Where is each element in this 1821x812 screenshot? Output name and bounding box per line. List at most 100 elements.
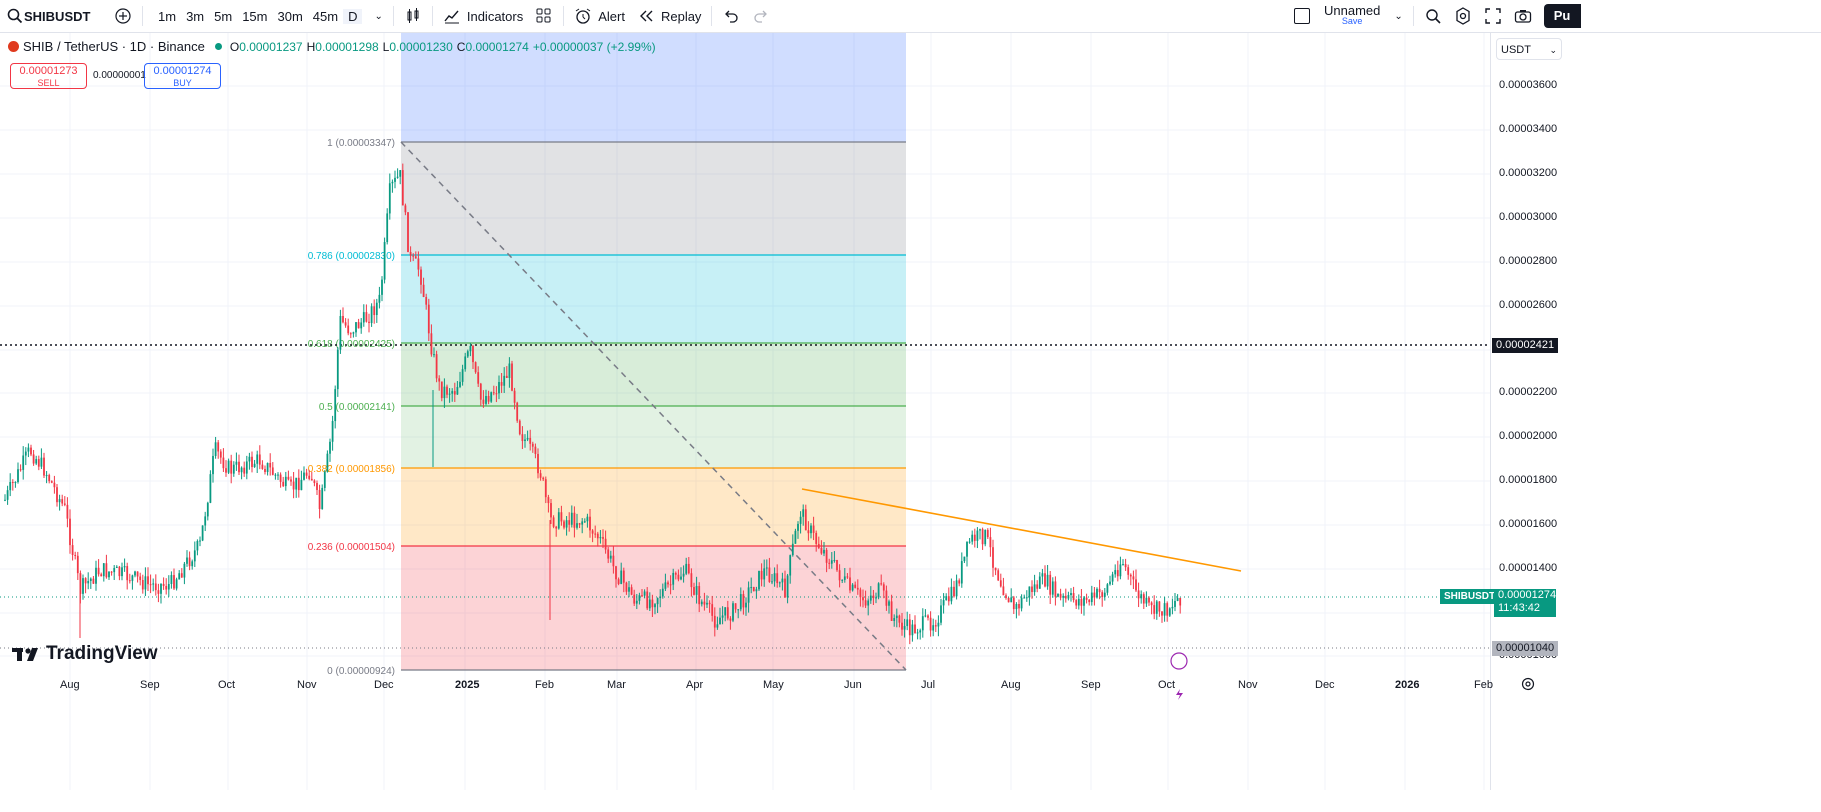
fib-zone [401, 255, 906, 343]
interval-5m[interactable]: 5m [214, 8, 233, 24]
candle-body [1012, 597, 1015, 610]
candle-body [765, 567, 768, 569]
candle-body [526, 437, 529, 440]
candle-body [269, 462, 272, 468]
candle-body [1083, 597, 1085, 606]
divider [563, 6, 565, 26]
candle-body [498, 382, 500, 394]
candle-body [1046, 574, 1049, 587]
replay-button[interactable]: Replay [631, 0, 707, 32]
candle-body [404, 205, 407, 213]
price-label: 0.00001800 [1499, 474, 1558, 486]
candle-body [760, 570, 763, 580]
interval-1m[interactable]: 1m [158, 8, 177, 24]
scale-settings-button[interactable] [1520, 676, 1536, 697]
candle-body [217, 442, 220, 452]
candle-body [183, 563, 186, 578]
candle-body [906, 619, 909, 627]
candle-body [214, 442, 217, 456]
camera-icon [1514, 10, 1531, 23]
candle-body [708, 602, 711, 605]
candle-body [1153, 605, 1156, 614]
candle-body [1101, 592, 1104, 597]
candle-body [336, 349, 339, 390]
time-label: Nov [297, 679, 317, 691]
legend-title[interactable]: SHIB / TetherUS · 1D · Binance [23, 39, 205, 54]
candle-body [664, 582, 667, 589]
symbol-search[interactable]: SHIBUSDT [0, 0, 108, 32]
candle-body [875, 597, 877, 599]
candle-body [706, 602, 708, 605]
candle-body [368, 321, 370, 324]
candle-body [859, 589, 862, 598]
interval-3m[interactable]: 3m [186, 8, 205, 24]
candle-body [1093, 592, 1096, 598]
time-label: Jun [844, 679, 862, 691]
candle-body [656, 598, 659, 605]
publish-button[interactable]: Pu [1543, 4, 1581, 28]
candle-body [539, 473, 542, 478]
fullscreen-button[interactable] [1478, 0, 1508, 32]
candle-body [209, 474, 212, 503]
candle-body [290, 479, 292, 482]
candle-body [157, 590, 160, 594]
event-marker-icon [1170, 652, 1188, 670]
fib-level-label: 0.786 (0.00002830) [308, 251, 395, 262]
chart-type-button[interactable] [398, 0, 428, 32]
candle-body [370, 306, 373, 324]
compare-button[interactable] [108, 0, 138, 32]
candle-body [742, 594, 745, 608]
layout-menu[interactable]: Unnamed Save ⌄ [1288, 0, 1409, 32]
last-price: 0.00001274 [1498, 589, 1557, 601]
redo-button[interactable] [746, 0, 776, 32]
buy-button[interactable]: 0.00001274 BUY [144, 63, 221, 89]
quick-search-button[interactable] [1418, 0, 1448, 32]
candle-body [446, 386, 448, 395]
interval-15m[interactable]: 15m [242, 8, 268, 24]
chart-pane[interactable]: 1 (0.00003347)0.786 (0.00002830)0.618 (0… [0, 33, 1490, 790]
tradingview-logo[interactable]: TradingView [12, 643, 158, 665]
sell-button[interactable]: 0.00001273 SELL [10, 63, 87, 89]
candle-body [547, 497, 550, 504]
settings-button[interactable] [1448, 0, 1478, 32]
candle-body [134, 571, 136, 576]
candle-body [659, 596, 662, 599]
interval-d[interactable]: D [343, 8, 363, 24]
candle-body [804, 509, 807, 531]
currency-select[interactable]: USDT ⌄ [1496, 38, 1562, 60]
interval-dropdown[interactable]: ⌄ [368, 0, 388, 32]
candle-body [331, 421, 334, 442]
price-scale[interactable] [1490, 33, 1821, 790]
candle-body [287, 476, 290, 480]
interval-45m[interactable]: 45m [312, 8, 339, 24]
snapshot-button[interactable] [1508, 0, 1538, 32]
candle-body [381, 279, 383, 295]
candle-body [123, 566, 126, 568]
candle-body [1023, 597, 1026, 599]
templates-button[interactable] [529, 0, 559, 32]
candle-body [490, 392, 493, 402]
candle-body [888, 601, 890, 606]
candle-body [4, 499, 6, 501]
candle-body [625, 582, 628, 592]
candle-body [890, 601, 893, 621]
legend-low: L0.00001230 [382, 39, 453, 54]
candle-body [895, 615, 898, 619]
interval-30m[interactable]: 30m [277, 8, 303, 24]
candle-body [1163, 603, 1166, 616]
alert-button[interactable]: Alert [568, 0, 631, 32]
candle-body [1158, 601, 1161, 612]
indicators-button[interactable]: Indicators [437, 0, 529, 32]
candle-body [737, 609, 740, 611]
candle-body [118, 566, 121, 577]
price-label: 0.00003600 [1499, 79, 1558, 91]
candle-body [308, 475, 311, 479]
undo-button[interactable] [716, 0, 746, 32]
candle-body [784, 578, 786, 598]
candle-body [979, 529, 981, 531]
candle-body [638, 595, 641, 601]
candle-body [321, 487, 324, 509]
candle-body [1166, 603, 1169, 616]
candle-body [973, 534, 976, 541]
candle-body [17, 469, 19, 483]
